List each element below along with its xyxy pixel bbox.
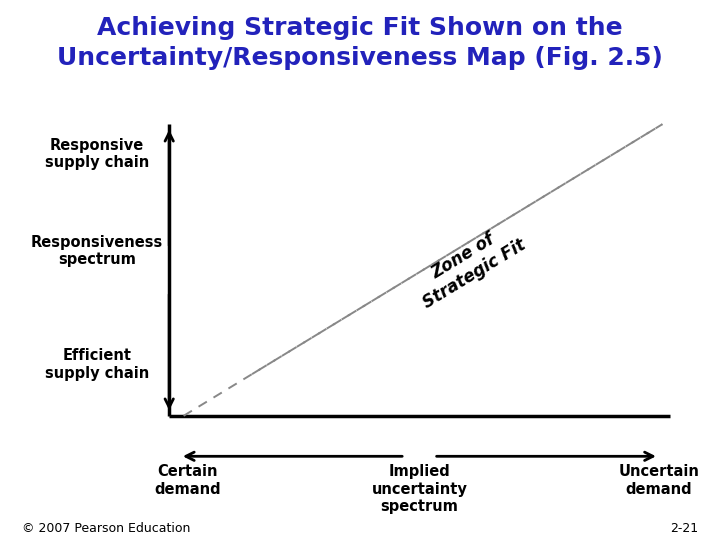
Text: Implied
uncertainty
spectrum: Implied uncertainty spectrum <box>372 464 467 514</box>
Text: 2-21: 2-21 <box>670 522 698 535</box>
Text: Certain
demand: Certain demand <box>154 464 220 497</box>
Text: Efficient
supply chain: Efficient supply chain <box>45 348 149 381</box>
Text: Responsiveness
spectrum: Responsiveness spectrum <box>31 235 163 267</box>
Text: Zone of
Strategic Fit: Zone of Strategic Fit <box>409 218 529 312</box>
Text: Uncertain
demand: Uncertain demand <box>618 464 699 497</box>
Text: Responsive
supply chain: Responsive supply chain <box>45 138 149 170</box>
Text: Achieving Strategic Fit Shown on the
Uncertainty/Responsiveness Map (Fig. 2.5): Achieving Strategic Fit Shown on the Unc… <box>57 16 663 70</box>
Text: © 2007 Pearson Education: © 2007 Pearson Education <box>22 522 190 535</box>
